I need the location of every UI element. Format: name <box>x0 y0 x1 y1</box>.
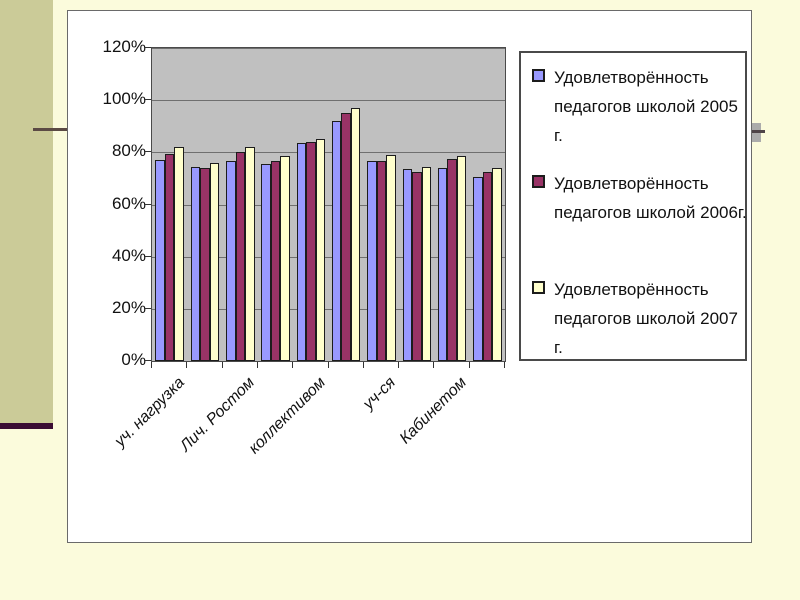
x-axis-tick <box>292 362 294 368</box>
bar <box>386 154 396 361</box>
bar <box>412 171 422 361</box>
y-axis-tick-label: 40% <box>111 245 146 265</box>
x-axis-tick <box>327 362 329 368</box>
gridline <box>152 48 505 49</box>
bar <box>315 139 326 361</box>
bar <box>245 147 255 361</box>
bar <box>331 121 342 361</box>
y-axis-tick-label: 120% <box>102 37 146 56</box>
legend: Удовлетворённость педагогов школой 2005 … <box>519 51 747 361</box>
bar <box>280 156 290 361</box>
bar <box>200 167 210 361</box>
bar <box>164 153 175 361</box>
bar <box>296 143 307 361</box>
chart-object[interactable]: 0% 20% 40% 60% 80% 100% 120% Удовлетворённость… <box>67 10 752 543</box>
legend-swatch-2007 <box>532 281 545 294</box>
bar <box>402 169 412 361</box>
gridline <box>152 204 505 206</box>
bar <box>367 161 377 361</box>
y-axis-tick <box>145 360 151 361</box>
bar <box>155 160 165 361</box>
horizontal-divider-line-left <box>33 128 68 131</box>
bar <box>456 156 467 361</box>
y-axis-tick <box>145 307 151 309</box>
legend-label: Удовлетворённость педагогов школой 2005 … <box>554 68 738 145</box>
bar <box>492 167 502 361</box>
legend-swatch-2005 <box>532 69 545 82</box>
x-axis-tick <box>256 362 258 368</box>
bar <box>341 113 351 361</box>
left-accent-bar <box>0 0 53 423</box>
bar <box>376 161 387 361</box>
bar <box>270 161 281 361</box>
bar <box>421 166 431 361</box>
x-axis-tick <box>468 362 470 368</box>
x-axis-tick <box>362 362 364 368</box>
y-axis-tick-label: 60% <box>111 193 146 213</box>
x-axis-tick <box>398 362 400 368</box>
y-axis-tick-label: 20% <box>111 297 146 317</box>
bar <box>437 167 448 361</box>
y-axis-tick-label: 100% <box>102 89 146 109</box>
left-accent-underline <box>0 423 53 429</box>
bar <box>306 141 316 361</box>
bar <box>473 177 483 361</box>
y-axis: 0% 20% 40% 60% 80% 100% 120% <box>68 11 146 542</box>
bar <box>261 164 271 361</box>
bar <box>209 162 220 361</box>
x-axis-tick <box>186 362 188 368</box>
legend-label: Удовлетворённость педагогов школой 2006г… <box>554 174 747 222</box>
horizontal-divider-line-right <box>750 130 765 133</box>
x-axis-tick <box>221 362 223 368</box>
bar <box>482 171 493 361</box>
gridline <box>152 152 505 154</box>
plot-area <box>151 47 506 362</box>
y-axis-tick <box>145 151 151 153</box>
gridline <box>152 308 505 310</box>
bar <box>190 166 201 361</box>
legend-swatch-2006 <box>532 175 545 188</box>
x-axis-tick <box>433 362 435 368</box>
y-axis-tick <box>145 255 151 257</box>
y-axis-tick <box>145 99 151 101</box>
bar <box>174 147 184 361</box>
bar <box>226 161 236 361</box>
legend-label: Удовлетворённость педагогов школой 2007 … <box>554 280 738 357</box>
gridline <box>152 256 505 258</box>
x-axis-tick <box>504 362 505 368</box>
x-axis-category-label: уч-ся <box>360 374 400 414</box>
bar <box>447 158 457 361</box>
y-axis-tick-label: 80% <box>111 141 146 161</box>
x-axis-category-label: Кабинетом <box>396 374 471 448</box>
gridline <box>152 100 505 102</box>
bar <box>350 108 361 361</box>
x-axis-tick <box>151 362 152 368</box>
bar <box>235 152 245 361</box>
y-axis-tick <box>145 47 151 48</box>
y-axis-tick-label: 0% <box>121 350 146 369</box>
y-axis-tick <box>145 203 151 205</box>
